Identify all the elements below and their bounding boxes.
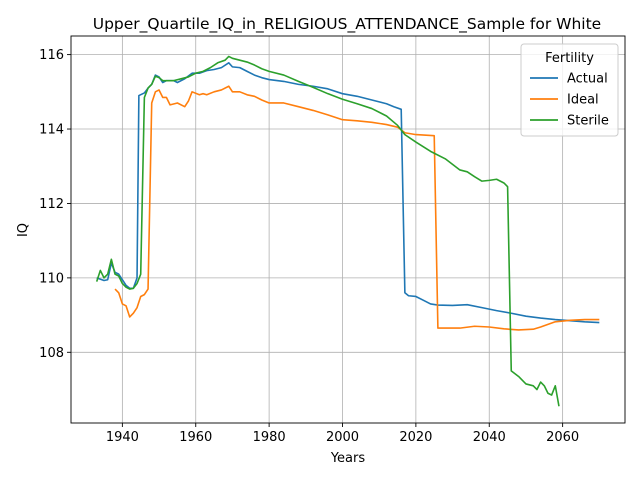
x-tick-label: 2020 [399,430,432,445]
chart-title: Upper_Quartile_IQ_in_RELIGIOUS_ATTENDANC… [93,15,601,34]
legend-label-actual: Actual [567,72,608,87]
legend-label-ideal: Ideal [567,93,599,108]
y-axis-label: IQ [16,223,31,237]
legend-label-sterile: Sterile [567,114,609,129]
y-tick-label: 114 [39,123,64,138]
legend: Fertility Actual Ideal Sterile [521,44,618,136]
x-tick-label: 1940 [106,430,139,445]
y-tick-label: 110 [39,271,64,286]
x-tick-label: 2040 [473,430,506,445]
y-tick-label: 116 [39,48,64,63]
legend-title: Fertility [545,51,594,66]
x-tick-label: 1980 [253,430,286,445]
x-axis-ticks: 1940 1960 1980 2000 2020 2040 2060 [106,423,579,445]
x-tick-label: 2060 [546,430,579,445]
x-axis-label: Years [330,451,366,466]
y-tick-label: 108 [39,346,64,361]
y-tick-label: 112 [39,197,64,212]
x-tick-label: 2000 [326,430,359,445]
y-axis-ticks: 108 110 112 114 116 [39,48,71,361]
x-tick-label: 1960 [179,430,212,445]
